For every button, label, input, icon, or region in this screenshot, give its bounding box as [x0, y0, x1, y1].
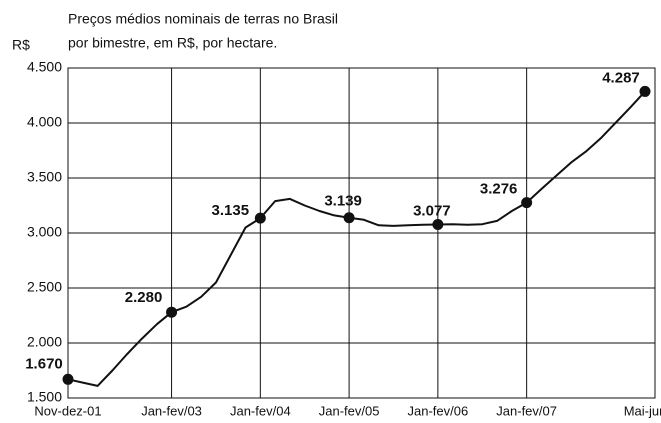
data-point — [254, 212, 266, 224]
data-point — [343, 212, 355, 224]
y-tick-label: 4.000 — [27, 114, 62, 130]
y-tick-label: 2.500 — [27, 279, 62, 295]
data-line — [67, 90, 646, 387]
y-tick-label: 2.000 — [27, 334, 62, 350]
y-axis-label: R$ — [12, 37, 30, 53]
x-tick-label: Jan-fev/05 — [319, 403, 380, 418]
x-tick-label: Jan-fev/06 — [408, 403, 469, 418]
data-point — [521, 197, 533, 209]
value-label: 3.139 — [324, 193, 362, 210]
chart-subtitle: por bimestre, em R$, por hectare. — [68, 35, 277, 51]
value-label: 2.280 — [125, 289, 163, 306]
data-point — [166, 306, 178, 318]
x-tick-label: Jan-fev/07 — [496, 403, 557, 418]
data-point — [432, 219, 444, 231]
x-tick-label: Mai-jun — [624, 403, 661, 418]
value-label: 3.276 — [480, 181, 518, 198]
value-label: 3.135 — [212, 202, 250, 219]
y-tick-label: 3.000 — [27, 224, 62, 240]
value-label: 1.670 — [25, 355, 63, 372]
y-tick-label: 3.500 — [27, 169, 62, 185]
y-tick-label: 4.500 — [27, 59, 62, 75]
value-label: 4.287 — [602, 69, 640, 86]
chart-title: Preços médios nominais de terras no Bras… — [68, 11, 338, 27]
value-label: 3.077 — [413, 202, 451, 219]
data-point — [62, 373, 74, 385]
x-tick-label: Nov-dez-01 — [34, 403, 101, 418]
x-tick-label: Jan-fev/03 — [141, 403, 202, 418]
x-tick-label: Jan-fev/04 — [230, 403, 291, 418]
data-point — [639, 85, 651, 97]
y-tick-label: 1.500 — [27, 389, 62, 405]
